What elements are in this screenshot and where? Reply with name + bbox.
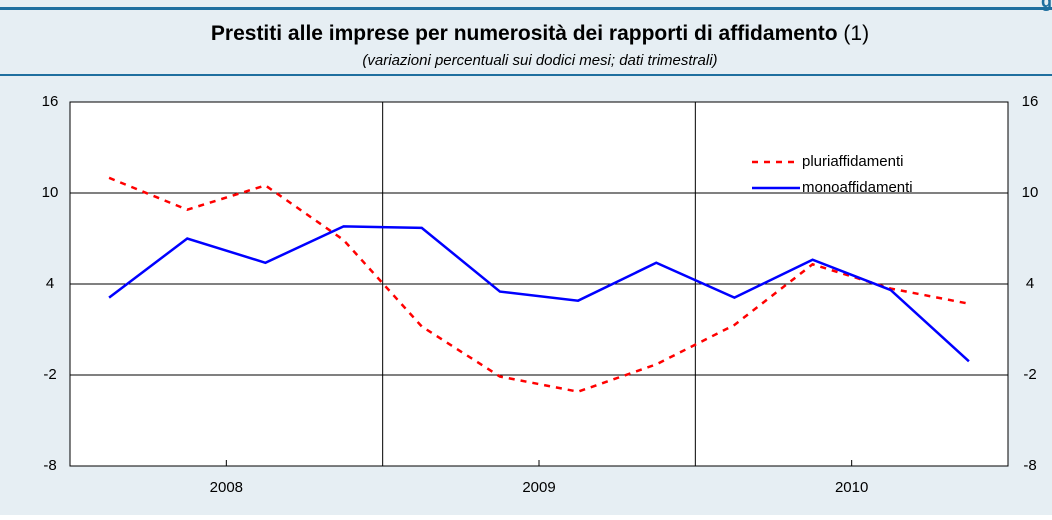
- title-note: (1): [843, 22, 869, 45]
- legend-label: monoaffidamenti: [802, 179, 913, 196]
- y2-tick-label: 4: [1026, 275, 1034, 292]
- y-tick-label: 16: [42, 93, 59, 110]
- chart-title: Prestiti alle imprese per numerosità dei…: [211, 22, 869, 45]
- y-tick-label: -2: [43, 366, 56, 383]
- title-main: Prestiti alle imprese per numerosità dei…: [211, 22, 838, 45]
- legend-label: pluriaffidamenti: [802, 153, 903, 170]
- series-line: [108, 225, 970, 363]
- y2-tick-label: -8: [1023, 457, 1036, 474]
- y-tick-label: -8: [43, 457, 56, 474]
- y2-tick-label: -2: [1023, 366, 1036, 383]
- x-tick-label: 2008: [210, 479, 243, 496]
- y2-tick-label: 10: [1022, 184, 1039, 201]
- y-tick-label: 10: [42, 184, 59, 201]
- y-tick-label: 4: [46, 275, 54, 292]
- x-tick-label: 2010: [835, 479, 868, 496]
- top-rule: [0, 7, 1052, 10]
- chart-subtitle: (variazioni percentuali sui dodici mesi;…: [362, 52, 717, 69]
- title-rule: [0, 74, 1052, 76]
- y2-tick-label: 16: [1022, 93, 1039, 110]
- header-fragment: g: [1041, 0, 1052, 11]
- x-tick-label: 2009: [522, 479, 555, 496]
- series-line: [108, 176, 970, 393]
